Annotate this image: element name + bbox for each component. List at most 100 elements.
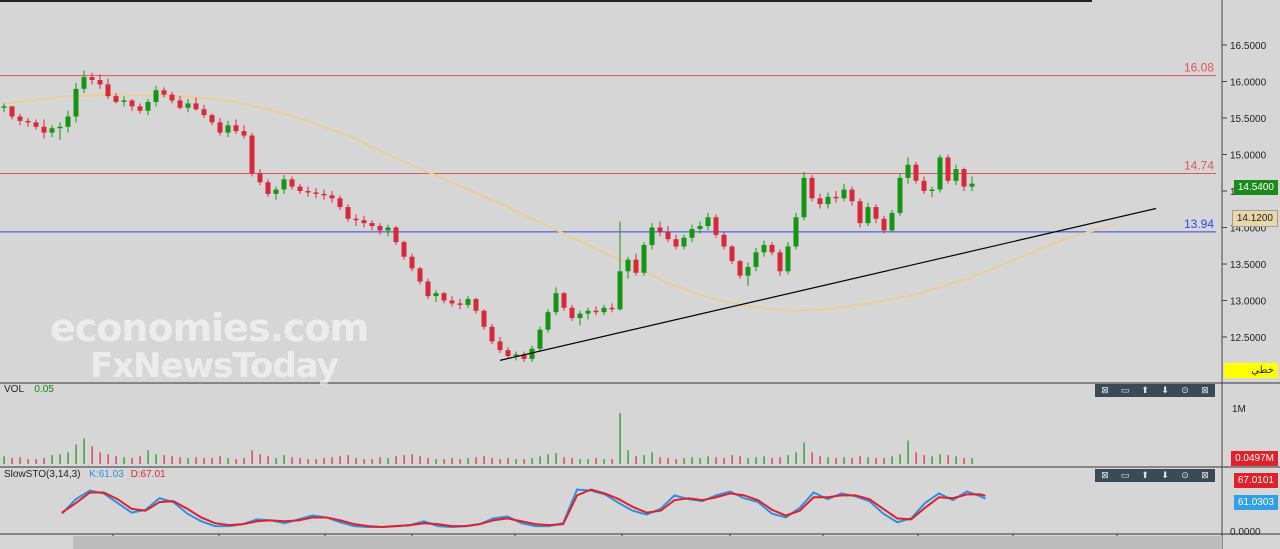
candle-body [169, 94, 175, 101]
candle-body [921, 180, 927, 191]
volume-bar [35, 459, 37, 464]
candle-body [969, 183, 975, 187]
y-tick-label: 14.0000 [1230, 224, 1267, 235]
candle [57, 122, 63, 140]
volume-bar [219, 456, 221, 464]
candle-body [369, 223, 375, 227]
candle [241, 125, 247, 139]
candle [161, 87, 167, 98]
candle-body [273, 189, 279, 194]
candle-body [337, 198, 343, 208]
candle [449, 296, 455, 307]
maximize-panel-icon[interactable]: ▭ [1120, 385, 1130, 396]
candle [465, 296, 471, 308]
candle [297, 183, 303, 194]
candle [1, 103, 7, 113]
candle [777, 249, 783, 276]
candle [265, 179, 271, 197]
remove-icon[interactable]: ⊠ [1201, 470, 1209, 481]
remove-icon[interactable]: ⊠ [1201, 385, 1209, 396]
candle [833, 191, 839, 203]
volume-value: 0.05 [34, 384, 54, 395]
settings-icon[interactable]: ⊙ [1181, 385, 1189, 396]
volume-bar [851, 458, 853, 464]
volume-bar [267, 456, 269, 464]
k-value-badge: 67.0101 [1233, 473, 1278, 488]
candle [617, 221, 623, 311]
candle-body [481, 310, 487, 327]
candle-body [961, 169, 967, 187]
volume-bar [323, 458, 325, 464]
candle [249, 132, 255, 177]
maximize-panel-icon[interactable]: ▭ [1120, 470, 1130, 481]
candle [305, 186, 311, 197]
volume-bar [715, 457, 717, 464]
volume-bar [11, 458, 13, 464]
volume-bar [27, 459, 29, 464]
volume-bar [947, 455, 949, 464]
candle-body [409, 256, 415, 269]
candle-body [217, 122, 223, 133]
move-down-icon[interactable]: ⬇ [1161, 470, 1169, 481]
candle-body [129, 100, 135, 107]
candle [409, 253, 415, 272]
volume-bar [635, 456, 637, 464]
candle [377, 223, 383, 235]
volume-bar [843, 457, 845, 464]
candle-body [577, 313, 583, 319]
volume-bar [475, 457, 477, 464]
volume-bar [171, 456, 173, 464]
candle [881, 215, 887, 234]
candle-body [9, 106, 15, 117]
volume-bar [299, 458, 301, 464]
candle-body [865, 207, 871, 224]
candle [889, 209, 895, 232]
candle [673, 234, 679, 250]
volume-bar [387, 458, 389, 464]
candle-body [153, 90, 159, 102]
candle [233, 119, 239, 135]
scale-mode-badge[interactable]: خطي [1224, 363, 1278, 378]
level-label: 13.94 [1184, 217, 1214, 231]
candle-body [873, 207, 879, 219]
candle [897, 173, 903, 216]
volume-label: VOL [4, 384, 24, 395]
candle-body [673, 239, 679, 247]
close-panel-icon[interactable]: ⊠ [1101, 385, 1109, 396]
candle-body [841, 189, 847, 199]
move-up-icon[interactable]: ⬆ [1141, 385, 1149, 396]
volume-bar [763, 456, 765, 464]
candle-body [585, 310, 591, 314]
candle [593, 306, 599, 316]
candle [961, 167, 967, 191]
candle-body [793, 217, 799, 247]
close-panel-icon[interactable]: ⊠ [1101, 470, 1109, 481]
candle [825, 192, 831, 209]
candle-body [745, 266, 751, 276]
candle-body [425, 281, 431, 297]
candle [553, 287, 559, 316]
settings-icon[interactable]: ⊙ [1181, 470, 1189, 481]
candle-body [625, 259, 631, 272]
candle-body [81, 77, 87, 89]
candle [641, 242, 647, 276]
candle [569, 304, 575, 321]
candle-body [465, 299, 471, 305]
candle-body [641, 245, 647, 273]
candle-body [649, 227, 655, 246]
volume-bar [699, 458, 701, 464]
volume-bar [539, 456, 541, 464]
candle [505, 347, 511, 359]
volume-bar [483, 456, 485, 464]
candle-body [521, 354, 527, 359]
oscillator-panel-controls: ⊠ ▭ ⬆ ⬇ ⊙ ⊠ [1095, 469, 1215, 482]
move-up-icon[interactable]: ⬆ [1141, 470, 1149, 481]
candle-body [753, 252, 759, 267]
ma-price-badge: 14.1200 [1231, 210, 1278, 227]
move-down-icon[interactable]: ⬇ [1161, 385, 1169, 396]
volume-bar [707, 456, 709, 464]
candle-body [945, 157, 951, 181]
volume-bar [75, 444, 77, 464]
candle [329, 191, 335, 203]
